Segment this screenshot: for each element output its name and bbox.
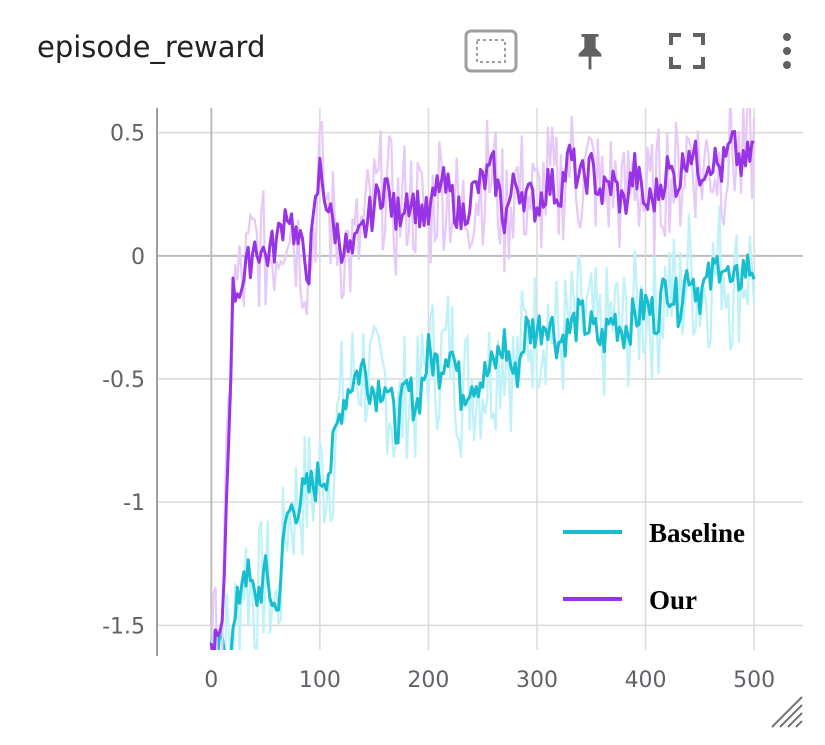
line-chart[interactable]: 0.5 0 -0.5 -1 -1.5 0 100 200 300 400 500 Baseline Ou… <box>0 90 825 730</box>
x-tick-label: 400 <box>625 668 667 693</box>
x-tick-label: 300 <box>516 668 558 693</box>
y-tick-label: 0 <box>131 245 145 270</box>
y-tick-label: 0.5 <box>110 122 145 147</box>
pin-icon <box>578 34 602 70</box>
series-line[interactable] <box>209 253 756 663</box>
series-raw-line <box>210 205 756 650</box>
y-tick-label: -1 <box>123 491 145 516</box>
fullscreen-icon <box>669 33 705 69</box>
series-line[interactable] <box>209 129 755 665</box>
chart-title: episode_reward <box>37 30 266 64</box>
legend-label: Baseline <box>649 518 745 548</box>
more-options-button[interactable] <box>760 28 814 74</box>
resize-grip-icon <box>771 696 803 728</box>
fullscreen-button[interactable] <box>660 28 714 74</box>
x-tick-label: 500 <box>733 668 775 693</box>
y-tick-label: -1.5 <box>102 614 145 639</box>
resize-handle[interactable] <box>768 693 804 729</box>
more-vert-icon <box>783 33 791 69</box>
x-tick-label: 100 <box>299 668 341 693</box>
series-raw-line <box>210 108 756 650</box>
dashed-select-icon <box>464 29 518 73</box>
pin-button[interactable] <box>563 28 617 74</box>
legend-label: Our <box>649 585 697 615</box>
x-tick-label: 0 <box>204 668 218 693</box>
y-tick-label: -0.5 <box>102 368 145 393</box>
chart-area[interactable]: 0.5 0 -0.5 -1 -1.5 0 100 200 300 400 500 Baseline Ou… <box>0 90 825 730</box>
x-tick-label: 200 <box>407 668 449 693</box>
select-region-button[interactable] <box>464 28 518 74</box>
